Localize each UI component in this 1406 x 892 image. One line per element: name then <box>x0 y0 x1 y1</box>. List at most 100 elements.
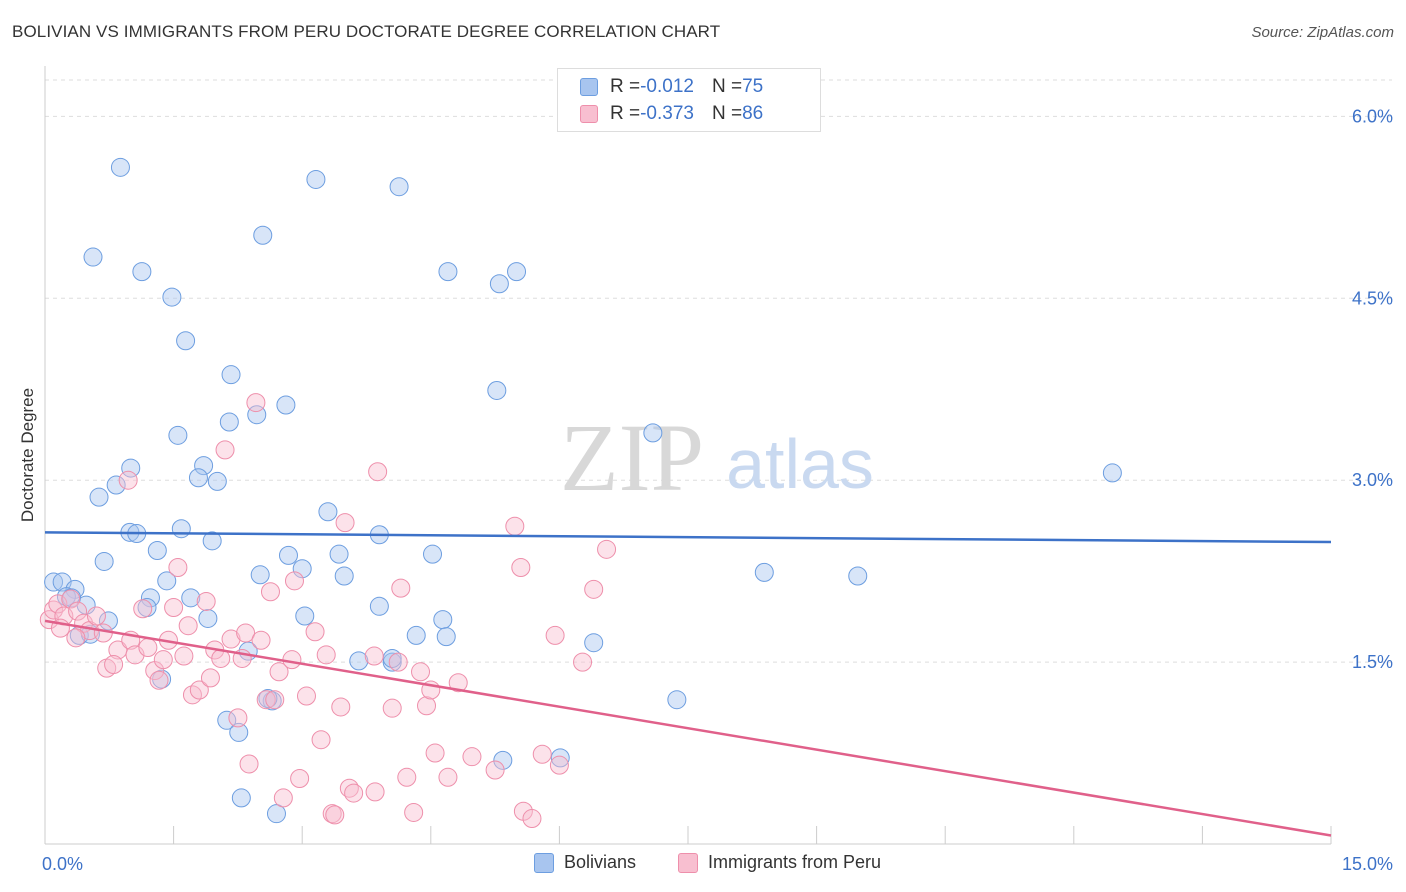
bolivians-point <box>202 531 222 551</box>
bolivians-point <box>848 566 868 586</box>
peru-point <box>174 646 194 666</box>
bolivians-point <box>369 596 389 616</box>
bolivians-point <box>436 627 456 647</box>
peru-points <box>39 393 617 829</box>
peru-point <box>417 696 437 716</box>
bolivians-point <box>334 566 354 586</box>
legend-item-bolivians[interactable]: Bolivians <box>534 852 636 873</box>
bolivians-point <box>295 606 315 626</box>
bolivians-point <box>181 588 201 608</box>
bolivians-point <box>292 559 312 579</box>
y-tick-label: 1.5% <box>1352 652 1393 672</box>
axes <box>44 66 1332 845</box>
bolivians-point <box>276 395 296 415</box>
bolivians-point <box>493 750 513 770</box>
peru-point <box>425 743 445 763</box>
peru-point <box>305 622 325 642</box>
peru-point <box>462 747 482 767</box>
y-tick-label: 6.0% <box>1352 106 1393 126</box>
legend-item-peru[interactable]: Immigrants from Peru <box>678 852 881 873</box>
peru-point <box>388 652 408 672</box>
peru-point <box>118 470 138 490</box>
peru-point <box>584 579 604 599</box>
peru-trend-line <box>44 619 1332 837</box>
bolivians-point <box>349 651 369 671</box>
watermark-zip: ZIP <box>560 404 704 511</box>
peru-point <box>133 599 153 619</box>
peru-point <box>545 625 565 645</box>
peru-point <box>251 630 271 650</box>
peru-point <box>438 767 458 787</box>
bolivians-trend-line <box>44 531 1332 544</box>
bolivians-point <box>194 456 214 476</box>
y-axis-label: Doctorate Degree <box>18 388 37 522</box>
bolivians-point <box>110 157 130 177</box>
series-legend: Bolivians Immigrants from Peru <box>0 852 1406 878</box>
peru-point <box>382 698 402 718</box>
bolivians-point <box>157 571 177 591</box>
n-value: 86 <box>742 103 764 124</box>
peru-point <box>485 760 505 780</box>
bolivians-point <box>231 788 251 808</box>
x-tick-label: 0.0% <box>42 854 83 874</box>
y-tick-labels: 1.5% 3.0% 4.5% 6.0% <box>1352 106 1393 672</box>
peru-point <box>66 628 86 648</box>
peru-point <box>296 686 316 706</box>
peru-point <box>104 655 124 675</box>
peru-point <box>282 650 302 670</box>
peru-point <box>273 788 293 808</box>
bolivians-point <box>250 565 270 585</box>
peru-point <box>404 802 424 822</box>
n-label: N = <box>711 103 743 124</box>
peru-point <box>265 690 285 710</box>
peru-point <box>182 685 202 705</box>
peru-point <box>532 744 552 764</box>
bolivians-point <box>258 688 278 708</box>
peru-point <box>68 601 88 621</box>
peru-swatch <box>580 105 598 123</box>
bolivians-swatch <box>534 852 554 873</box>
x-tick-labels: 0.0% 15.0% <box>42 854 1393 874</box>
gridlines <box>45 79 1392 663</box>
r-value: -0.373 <box>640 103 694 124</box>
peru-point <box>549 755 569 775</box>
bolivians-point <box>106 475 126 495</box>
peru-point <box>260 582 280 602</box>
peru-point <box>168 558 188 578</box>
bolivians-point <box>507 262 527 282</box>
bolivians-point <box>489 274 509 294</box>
bolivians-points <box>44 157 1122 824</box>
peru-point <box>365 782 385 802</box>
peru-point <box>573 652 593 672</box>
bolivians-point <box>162 287 182 307</box>
bolivians-point <box>389 177 409 197</box>
peru-point <box>200 668 220 688</box>
peru-point <box>138 638 158 658</box>
source-label: Source: ZipAtlas.com <box>1251 24 1394 41</box>
bolivians-point <box>266 804 286 824</box>
peru-point <box>411 662 431 682</box>
peru-point <box>153 650 173 670</box>
peru-point <box>48 594 68 614</box>
bolivians-point <box>132 262 152 282</box>
peru-point <box>196 591 216 611</box>
n-value: 75 <box>742 76 764 97</box>
peru-point <box>269 662 289 682</box>
bolivians-point <box>83 247 103 267</box>
peru-point <box>344 783 364 803</box>
bolivians-point <box>754 562 774 582</box>
peru-point <box>239 754 259 774</box>
bolivians-point <box>229 722 249 742</box>
peru-point <box>246 393 266 413</box>
peru-point <box>311 730 331 750</box>
bolivians-point <box>1102 463 1122 483</box>
bolivians-point <box>643 423 663 443</box>
peru-point <box>61 589 81 609</box>
peru-point <box>93 623 113 643</box>
peru-point <box>522 809 542 829</box>
r-label: R = <box>610 76 641 97</box>
peru-point <box>86 606 106 626</box>
peru-point <box>189 680 209 700</box>
bolivians-point <box>94 551 114 571</box>
peru-point <box>331 697 351 717</box>
